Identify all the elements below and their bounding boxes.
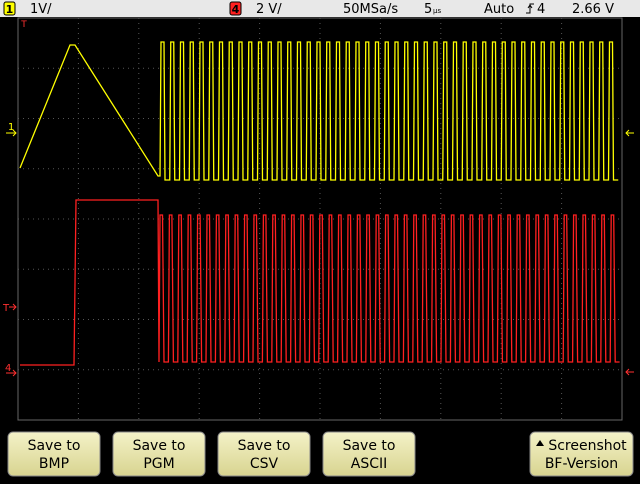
softkey-label[interactable]: CSV <box>250 456 279 472</box>
softkey-label[interactable]: PGM <box>143 456 174 472</box>
softkey-face[interactable] <box>112 431 206 477</box>
softkey-label[interactable]: Save to <box>133 438 186 454</box>
status-bar <box>0 0 640 17</box>
softkey[interactable]: Screenshot BF-Version <box>529 431 634 477</box>
trigger-source: 4 <box>537 2 545 17</box>
menu-arrow-icon <box>536 440 544 446</box>
softkey-face[interactable] <box>322 431 416 477</box>
trigger-pos-marker: T <box>20 20 27 30</box>
ch4-badge <box>229 1 242 16</box>
trigger-arrow <box>9 303 17 311</box>
softkey[interactable]: Save to PGM <box>112 431 206 477</box>
ch1-waveform <box>19 41 619 181</box>
softkey-label[interactable]: Save to <box>343 438 396 454</box>
graticule <box>17 17 623 421</box>
trigger-mode: Auto <box>484 2 514 17</box>
trigger-edge-icon <box>526 3 534 14</box>
softkey-face[interactable] <box>217 431 311 477</box>
softkey-label[interactable]: Screenshot <box>548 438 627 454</box>
ch4-level-arrow <box>625 368 634 376</box>
timebase: 5 <box>424 2 432 17</box>
ch1-marker: 1 <box>8 122 14 133</box>
softkey[interactable]: Save to CSV <box>217 431 311 477</box>
ch1-number: 1 <box>6 3 14 16</box>
softkey-label[interactable]: Save to <box>28 438 81 454</box>
softkey-label[interactable]: BF-Version <box>545 456 618 472</box>
softkey-face[interactable] <box>7 431 101 477</box>
ch4-marker: 4 <box>5 363 11 374</box>
ch1-level-arrow <box>625 129 634 137</box>
ch4-scale: 2 V/ <box>256 2 282 17</box>
ch4-waveform <box>20 199 620 366</box>
softkeys: Save to BMP Save to PGM Save to CSV Save to ASC… <box>7 431 634 477</box>
softkey-label[interactable]: BMP <box>39 456 69 472</box>
timebase-unit: µs <box>433 7 441 15</box>
softkey[interactable]: Save to ASCII <box>322 431 416 477</box>
softkey-label[interactable]: ASCII <box>351 456 388 472</box>
ch4-arrow <box>6 369 17 377</box>
ch1-arrow <box>6 129 17 137</box>
ch4-number: 4 <box>232 3 240 16</box>
softkey-label[interactable]: Save to <box>238 438 291 454</box>
trigger-marker: T <box>2 303 10 314</box>
ch1-scale: 1V/ <box>30 2 52 17</box>
softkey[interactable]: Save to BMP <box>7 431 101 477</box>
trigger-level: 2.66 V <box>572 2 614 17</box>
sample-rate: 50MSa/s <box>343 2 398 17</box>
softkey-face[interactable] <box>529 431 634 477</box>
ch1-badge <box>3 1 16 16</box>
